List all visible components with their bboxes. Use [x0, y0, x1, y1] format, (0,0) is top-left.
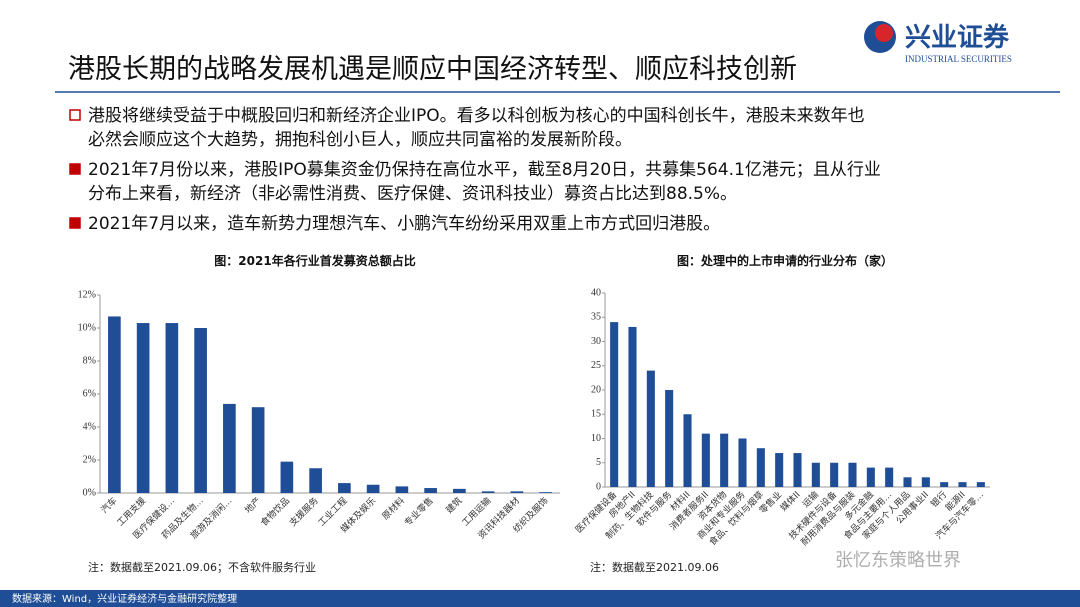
y-tick-label: 35: [591, 312, 601, 323]
bar: [793, 453, 802, 487]
y-tick-label: 4%: [83, 421, 96, 432]
bar: [756, 448, 765, 487]
logo-icon-inner: [875, 24, 893, 42]
y-tick-label: 5: [596, 457, 601, 468]
bar: [165, 323, 179, 493]
x-tick-label: 原材料: [379, 495, 407, 523]
bar: [811, 462, 820, 487]
bar: [701, 433, 710, 487]
chart-title: 图：处理中的上市申请的行业分布（家）: [677, 253, 893, 268]
y-tick-label: 2%: [83, 454, 96, 465]
bar: [108, 316, 121, 493]
bar: [424, 488, 437, 493]
y-tick-label: 15: [591, 409, 601, 420]
y-tick-label: 20: [591, 384, 601, 395]
bar: [453, 488, 466, 493]
y-tick-label: 0%: [83, 487, 96, 498]
bar: [628, 326, 637, 487]
bar: [830, 462, 839, 487]
bar: [338, 483, 351, 493]
bar: [665, 390, 674, 487]
bar: [223, 403, 236, 493]
bullet-marker: [69, 109, 81, 121]
bar: [958, 482, 967, 487]
bar: [720, 433, 729, 487]
y-tick-label: 40: [591, 287, 601, 298]
y-tick-label: 10: [591, 433, 601, 444]
bar: [885, 467, 894, 487]
y-tick-label: 10%: [78, 322, 96, 333]
x-tick-label: 地产: [242, 495, 263, 516]
bar: [976, 482, 985, 487]
bar: [280, 461, 294, 493]
x-tick-label: 汽车: [98, 495, 119, 516]
bullet-text: 分布上来看，新经济（非必需性消费、医疗保健、资讯科技业）募资占比达到88.5%。: [88, 184, 737, 204]
chart-title: 图：2021年各行业首发募资总额占比: [214, 253, 415, 268]
bar: [738, 438, 747, 487]
y-tick-label: 0: [596, 481, 601, 492]
bar: [683, 414, 692, 487]
bar: [251, 407, 265, 493]
bar: [309, 468, 322, 493]
bar: [366, 484, 380, 493]
bar: [775, 453, 784, 487]
bar: [610, 322, 619, 487]
bar: [903, 477, 912, 487]
bar: [646, 370, 655, 487]
slide-title: 港股长期的战略发展机遇是顺应中国经济转型、顺应科技创新: [68, 54, 797, 85]
bullet-text: 港股将继续受益于中概股回归和新经济企业IPO。看多以科创板为核心的中国科创长牛，…: [88, 106, 865, 126]
bar: [194, 328, 207, 493]
x-tick-label: 支援服务: [287, 495, 321, 529]
bullet-marker: [69, 163, 81, 175]
x-tick-label: 食物饮品: [258, 495, 292, 529]
logo-sub: INDUSTRIAL SECURITIES: [905, 54, 1012, 64]
bar: [921, 477, 930, 487]
y-tick-label: 8%: [83, 355, 96, 366]
bar: [481, 491, 495, 493]
logo-text: 兴业证券: [905, 23, 1010, 53]
x-tick-label: 建筑: [443, 495, 464, 516]
footer-bar: [0, 590, 1080, 607]
bullet-text: 2021年7月份以来，港股IPO募集资金仍保持在高位水平，截至8月20日，共募集…: [88, 160, 881, 180]
bar: [848, 462, 857, 487]
bar: [136, 323, 150, 493]
bullet-text: 2021年7月以来，造车新势力理想汽车、小鹏汽车纷纷采用双重上市方式回归港股。: [88, 214, 720, 234]
bar: [510, 491, 524, 493]
source: 数据来源：Wind，兴业证券经济与金融研究院整理: [12, 592, 237, 605]
bar: [940, 482, 949, 487]
chart-note: 注：数据截至2021.09.06: [590, 560, 719, 574]
bullet-text: 必然会顺应这个大趋势，拥抱科创小巨人，顺应共同富裕的发展新阶段。: [88, 130, 632, 150]
y-tick-label: 30: [591, 336, 601, 347]
x-tick-label: 专业零售: [402, 495, 436, 529]
bar: [395, 486, 409, 493]
chart-note: 注：数据截至2021.09.06；不含软件服务行业: [88, 560, 316, 574]
y-tick-label: 12%: [78, 289, 96, 300]
bar: [866, 467, 875, 487]
bar: [539, 492, 552, 493]
bullet-marker: [69, 217, 81, 229]
y-tick-label: 25: [591, 360, 601, 371]
x-tick-label: 媒体II: [778, 489, 803, 514]
watermark: 张忆东策略世界: [835, 550, 961, 571]
y-tick-label: 6%: [83, 388, 96, 399]
